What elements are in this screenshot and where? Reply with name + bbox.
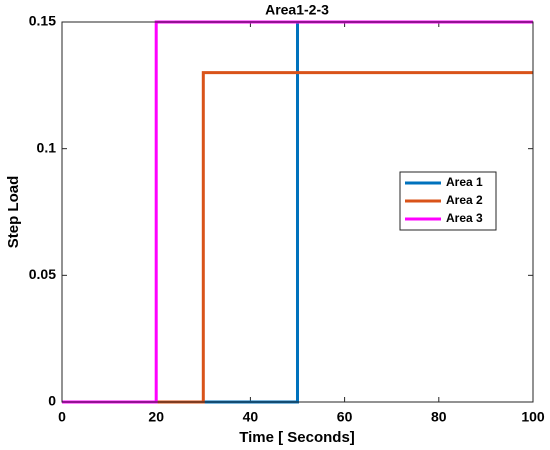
y-axis-label: Step Load [5, 176, 22, 249]
y-tick-label: 0.05 [29, 266, 56, 282]
x-tick-label: 40 [243, 409, 259, 425]
x-tick-label: 60 [337, 409, 353, 425]
legend-label: Area 3 [446, 211, 483, 225]
x-tick-label: 100 [521, 409, 545, 425]
legend-label: Area 2 [446, 193, 483, 207]
x-tick-label: 80 [431, 409, 447, 425]
x-tick-label: 20 [148, 409, 164, 425]
x-axis-label: Time [ Seconds] [239, 429, 355, 446]
y-tick-label: 0.15 [29, 13, 56, 29]
x-tick-label: 0 [58, 409, 66, 425]
y-tick-label: 0 [48, 393, 56, 409]
y-tick-label: 0.1 [37, 139, 57, 155]
chart-title: Area1-2-3 [265, 2, 329, 18]
plot-frame [61, 21, 534, 403]
legend-label: Area 1 [446, 175, 483, 189]
